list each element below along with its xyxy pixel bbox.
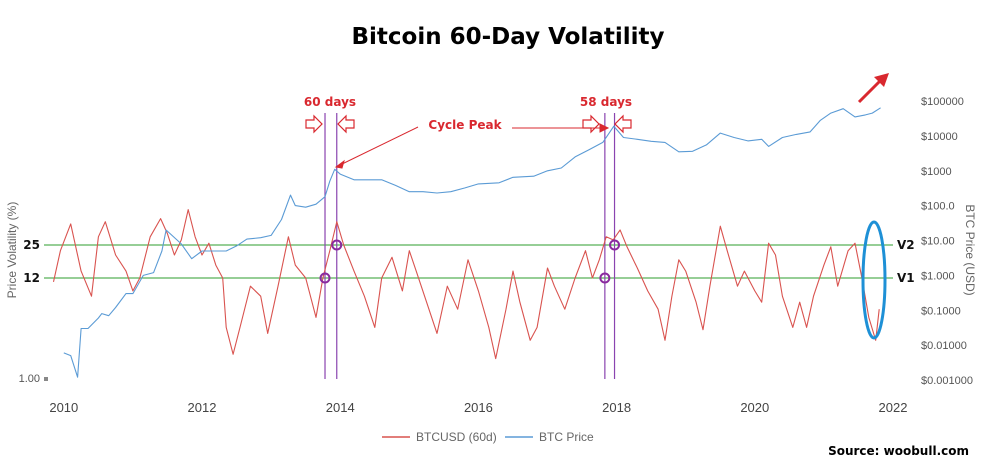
right-tick-label: $100.0: [921, 201, 955, 213]
window-arrows-left: [305, 114, 355, 134]
cycle-peak-pointers: [334, 123, 610, 169]
series-line-btcusd-60d: [52, 209, 880, 360]
x-tick-label: 2014: [326, 400, 355, 415]
right-tick-label: $10.00: [921, 236, 955, 248]
series-group: [52, 107, 881, 378]
legend: BTCUSD (60d) BTC Price: [382, 430, 594, 444]
reference-label-v2: V2: [897, 238, 915, 252]
legend-label-btc-price: BTC Price: [539, 430, 594, 444]
x-tick-label: 2020: [740, 400, 769, 415]
source-credit: Source: woobull.com: [828, 444, 969, 458]
annotation-58-days: 58 days: [580, 95, 632, 109]
x-tick-label: 2010: [49, 400, 78, 415]
annotation-60-days: 60 days: [304, 95, 356, 109]
cycle-intersection-marker: [319, 272, 331, 284]
recent-volatility-highlight: [861, 220, 887, 340]
reference-lines: V2 V1: [44, 238, 915, 285]
right-tick-label: $100000: [921, 96, 964, 108]
right-tick-label: $1.000: [921, 270, 955, 282]
circle-markers: [319, 239, 621, 284]
chart-title: Bitcoin 60-Day Volatility: [352, 24, 665, 50]
trend-up-arrow: [857, 73, 889, 104]
y-axis-left-label: Price Volatility (%): [5, 202, 19, 299]
left-tick-label: 12: [23, 271, 40, 285]
left-tick-mark: [44, 377, 48, 381]
x-tick-group: 2010 2012 2014 2016 2018 2020 2022: [49, 400, 907, 415]
cycle-intersection-marker: [609, 239, 621, 251]
left-tick-label: 25: [23, 238, 40, 252]
right-tick-label: $0.001000: [921, 375, 973, 387]
reference-label-v1: V1: [897, 271, 915, 285]
left-tick-group: 25 12 1.00: [19, 238, 48, 385]
y-axis-right-label: BTC Price (USD): [963, 204, 977, 295]
left-tick-label: 1.00: [19, 373, 40, 385]
cycle-intersection-marker: [599, 272, 611, 284]
window-arrows-right: [582, 114, 632, 134]
right-tick-group: $100000 $10000 $1000 $100.0 $10.00 $1.000 $0.1…: [921, 96, 973, 387]
x-tick-label: 2018: [602, 400, 631, 415]
right-tick-label: $1000: [921, 166, 952, 178]
x-tick-label: 2022: [879, 400, 908, 415]
right-tick-label: $10000: [921, 131, 958, 143]
cycle-intersection-marker: [331, 239, 343, 251]
annotation-cycle-peak: Cycle Peak: [428, 118, 502, 132]
series-line-btc-price: [63, 107, 881, 378]
right-tick-label: $0.01000: [921, 340, 967, 352]
vertical-markers: [324, 113, 616, 379]
legend-label-btcusd: BTCUSD (60d): [416, 430, 497, 444]
right-tick-label: $0.1000: [921, 305, 961, 317]
x-tick-label: 2016: [464, 400, 493, 415]
x-tick-label: 2012: [188, 400, 217, 415]
